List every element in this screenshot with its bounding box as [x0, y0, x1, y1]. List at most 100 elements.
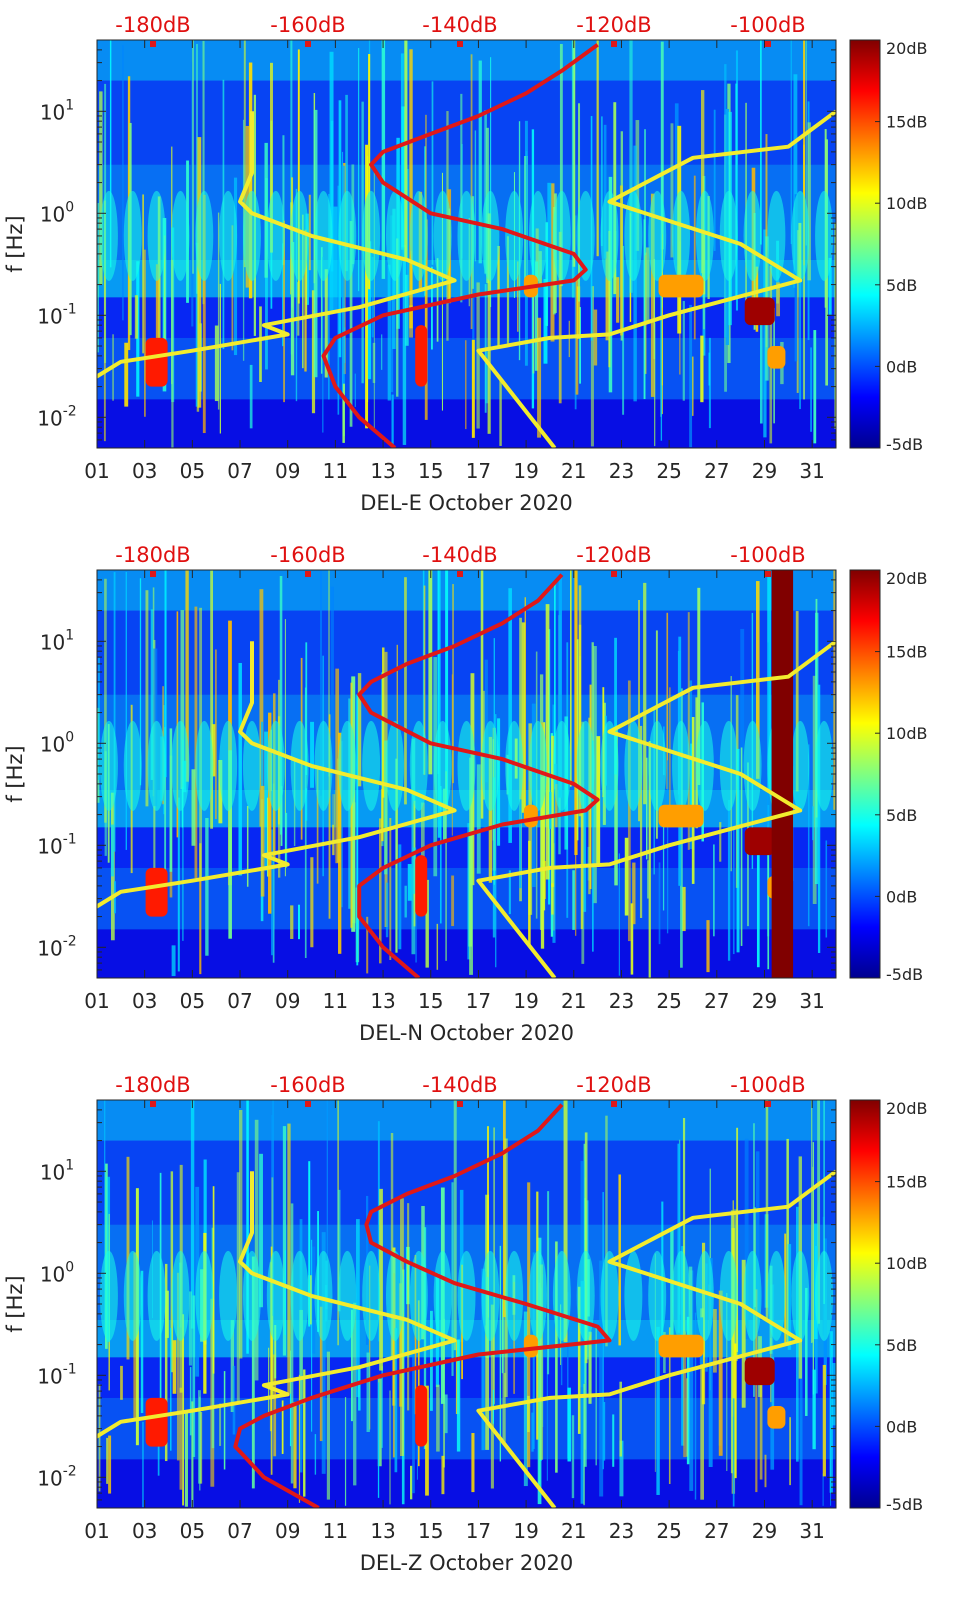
x-tick-label: 15 — [418, 989, 443, 1013]
yellow-noise-model-curve-left — [97, 111, 457, 379]
x-tick-label: 11 — [323, 989, 348, 1013]
x-tick-label: 13 — [370, 1519, 395, 1543]
top-db-axis-label: -160dB — [270, 543, 345, 567]
spectrogram-panel-del-e: 01 03 05 07 09 11 13 15 17 19 21 23 25 27 29 31 DEL-E Oc… — [0, 0, 962, 520]
top-db-axis-label: -140dB — [422, 13, 497, 37]
top-db-axis-label: -100dB — [730, 13, 805, 37]
x-tick-label: 29 — [752, 989, 777, 1013]
y-axis-title: f [Hz] — [3, 745, 27, 802]
top-db-axis-label: -140dB — [422, 1073, 497, 1097]
y-tick-label: 10-1 — [37, 301, 76, 328]
x-tick-label: 01 — [84, 989, 109, 1013]
top-db-axis-label: -180dB — [115, 1073, 190, 1097]
top-db-axis-label: -160dB — [270, 1073, 345, 1097]
x-tick-label: 31 — [799, 459, 824, 483]
x-tick-label: 25 — [656, 459, 681, 483]
colorbar-tick-label: -5dB — [886, 965, 923, 984]
x-tick-label: 25 — [656, 1519, 681, 1543]
colorbar-tick-label: 5dB — [886, 1336, 917, 1355]
red-median-psd-curve — [357, 573, 600, 978]
x-tick-label: 19 — [513, 989, 538, 1013]
colorbar-tick-label: 10dB — [886, 1254, 928, 1273]
colorbar — [849, 39, 881, 449]
colorbar-tick-label: 10dB — [886, 194, 928, 213]
yellow-noise-model-curve-right — [476, 109, 836, 448]
x-tick-label: 05 — [180, 459, 205, 483]
x-tick-label: 31 — [799, 989, 824, 1013]
colorbar-tick-label: 0dB — [886, 1417, 917, 1436]
x-tick-label: 29 — [752, 459, 777, 483]
x-tick-label: 11 — [323, 459, 348, 483]
y-tick-label: 10-2 — [37, 933, 76, 960]
colorbar-tick-label: 10dB — [886, 724, 928, 743]
yellow-noise-model-curve-left — [97, 641, 457, 909]
colorbar-tick-label: 0dB — [886, 357, 917, 376]
x-tick-label: 31 — [799, 1519, 824, 1543]
y-axis-title: f [Hz] — [3, 1275, 27, 1332]
yellow-noise-model-curve-left — [97, 1171, 457, 1439]
x-axis-title: DEL-Z October 2020 — [360, 1551, 574, 1575]
spectrogram-image — [97, 1100, 836, 1508]
x-tick-label: 09 — [275, 459, 300, 483]
x-tick-label: 17 — [466, 459, 491, 483]
x-tick-label: 07 — [227, 1519, 252, 1543]
y-tick-label: 101 — [40, 627, 74, 654]
x-tick-label: 05 — [180, 989, 205, 1013]
spectrogram-image — [97, 570, 836, 978]
colorbar — [849, 1099, 881, 1509]
spectrogram-chart: 01 03 05 07 09 11 13 15 17 19 21 23 25 27 29 31 DEL-Z Oc… — [3, 1073, 928, 1575]
spectrogram-panel-del-n: 01 03 05 07 09 11 13 15 17 19 21 23 25 27 29 31 DEL-N Oc… — [0, 530, 962, 1050]
spectrogram-chart: 01 03 05 07 09 11 13 15 17 19 21 23 25 27 29 31 DEL-E Oc… — [3, 13, 928, 515]
x-tick-label: 27 — [704, 1519, 729, 1543]
x-tick-label: 23 — [609, 1519, 634, 1543]
y-tick-label: 100 — [40, 199, 74, 226]
x-tick-label: 01 — [84, 1519, 109, 1543]
x-tick-label: 17 — [466, 1519, 491, 1543]
x-axis-title: DEL-N October 2020 — [359, 1021, 574, 1045]
y-axis-title: f [Hz] — [3, 215, 27, 272]
x-tick-label: 05 — [180, 1519, 205, 1543]
x-tick-label: 21 — [561, 989, 586, 1013]
y-tick-label: 10-1 — [37, 831, 76, 858]
colorbar — [849, 569, 881, 979]
colorbar-tick-label: 5dB — [886, 276, 917, 295]
y-tick-label: 100 — [40, 1259, 74, 1286]
y-tick-label: 10-2 — [37, 1463, 76, 1490]
top-db-axis-label: -160dB — [270, 13, 345, 37]
x-tick-label: 15 — [418, 459, 443, 483]
y-tick-label: 100 — [40, 729, 74, 756]
x-tick-label: 13 — [370, 459, 395, 483]
x-tick-label: 21 — [561, 459, 586, 483]
x-tick-label: 15 — [418, 1519, 443, 1543]
yellow-noise-model-curve-right — [476, 1169, 836, 1508]
y-tick-label: 101 — [40, 97, 74, 124]
colorbar-tick-label: -5dB — [886, 1495, 923, 1514]
colorbar-tick-label: 20dB — [886, 1099, 928, 1118]
x-tick-label: 07 — [227, 989, 252, 1013]
colorbar-tick-label: 15dB — [886, 643, 928, 662]
x-tick-label: 29 — [752, 1519, 777, 1543]
x-tick-label: 27 — [704, 989, 729, 1013]
top-db-axis-label: -140dB — [422, 543, 497, 567]
spectrogram-chart: 01 03 05 07 09 11 13 15 17 19 21 23 25 27 29 31 DEL-N Oc… — [3, 543, 928, 1045]
x-tick-label: 21 — [561, 1519, 586, 1543]
spectrogram-image — [97, 40, 836, 448]
x-axis-title: DEL-E October 2020 — [360, 491, 572, 515]
top-db-axis-label: -100dB — [730, 1073, 805, 1097]
x-tick-label: 19 — [513, 1519, 538, 1543]
colorbar-tick-label: 20dB — [886, 569, 928, 588]
yellow-noise-model-curve-right — [476, 639, 836, 978]
red-median-psd-curve — [321, 43, 599, 448]
y-tick-label: 10-2 — [37, 403, 76, 430]
x-tick-label: 09 — [275, 989, 300, 1013]
top-db-axis-label: -120dB — [576, 13, 651, 37]
x-tick-label: 27 — [704, 459, 729, 483]
x-tick-label: 23 — [609, 459, 634, 483]
y-tick-label: 101 — [40, 1157, 74, 1184]
x-tick-label: 25 — [656, 989, 681, 1013]
x-tick-label: 13 — [370, 989, 395, 1013]
top-db-axis-label: -120dB — [576, 543, 651, 567]
x-tick-label: 03 — [132, 459, 157, 483]
x-tick-label: 03 — [132, 989, 157, 1013]
colorbar-tick-label: -5dB — [886, 435, 923, 454]
